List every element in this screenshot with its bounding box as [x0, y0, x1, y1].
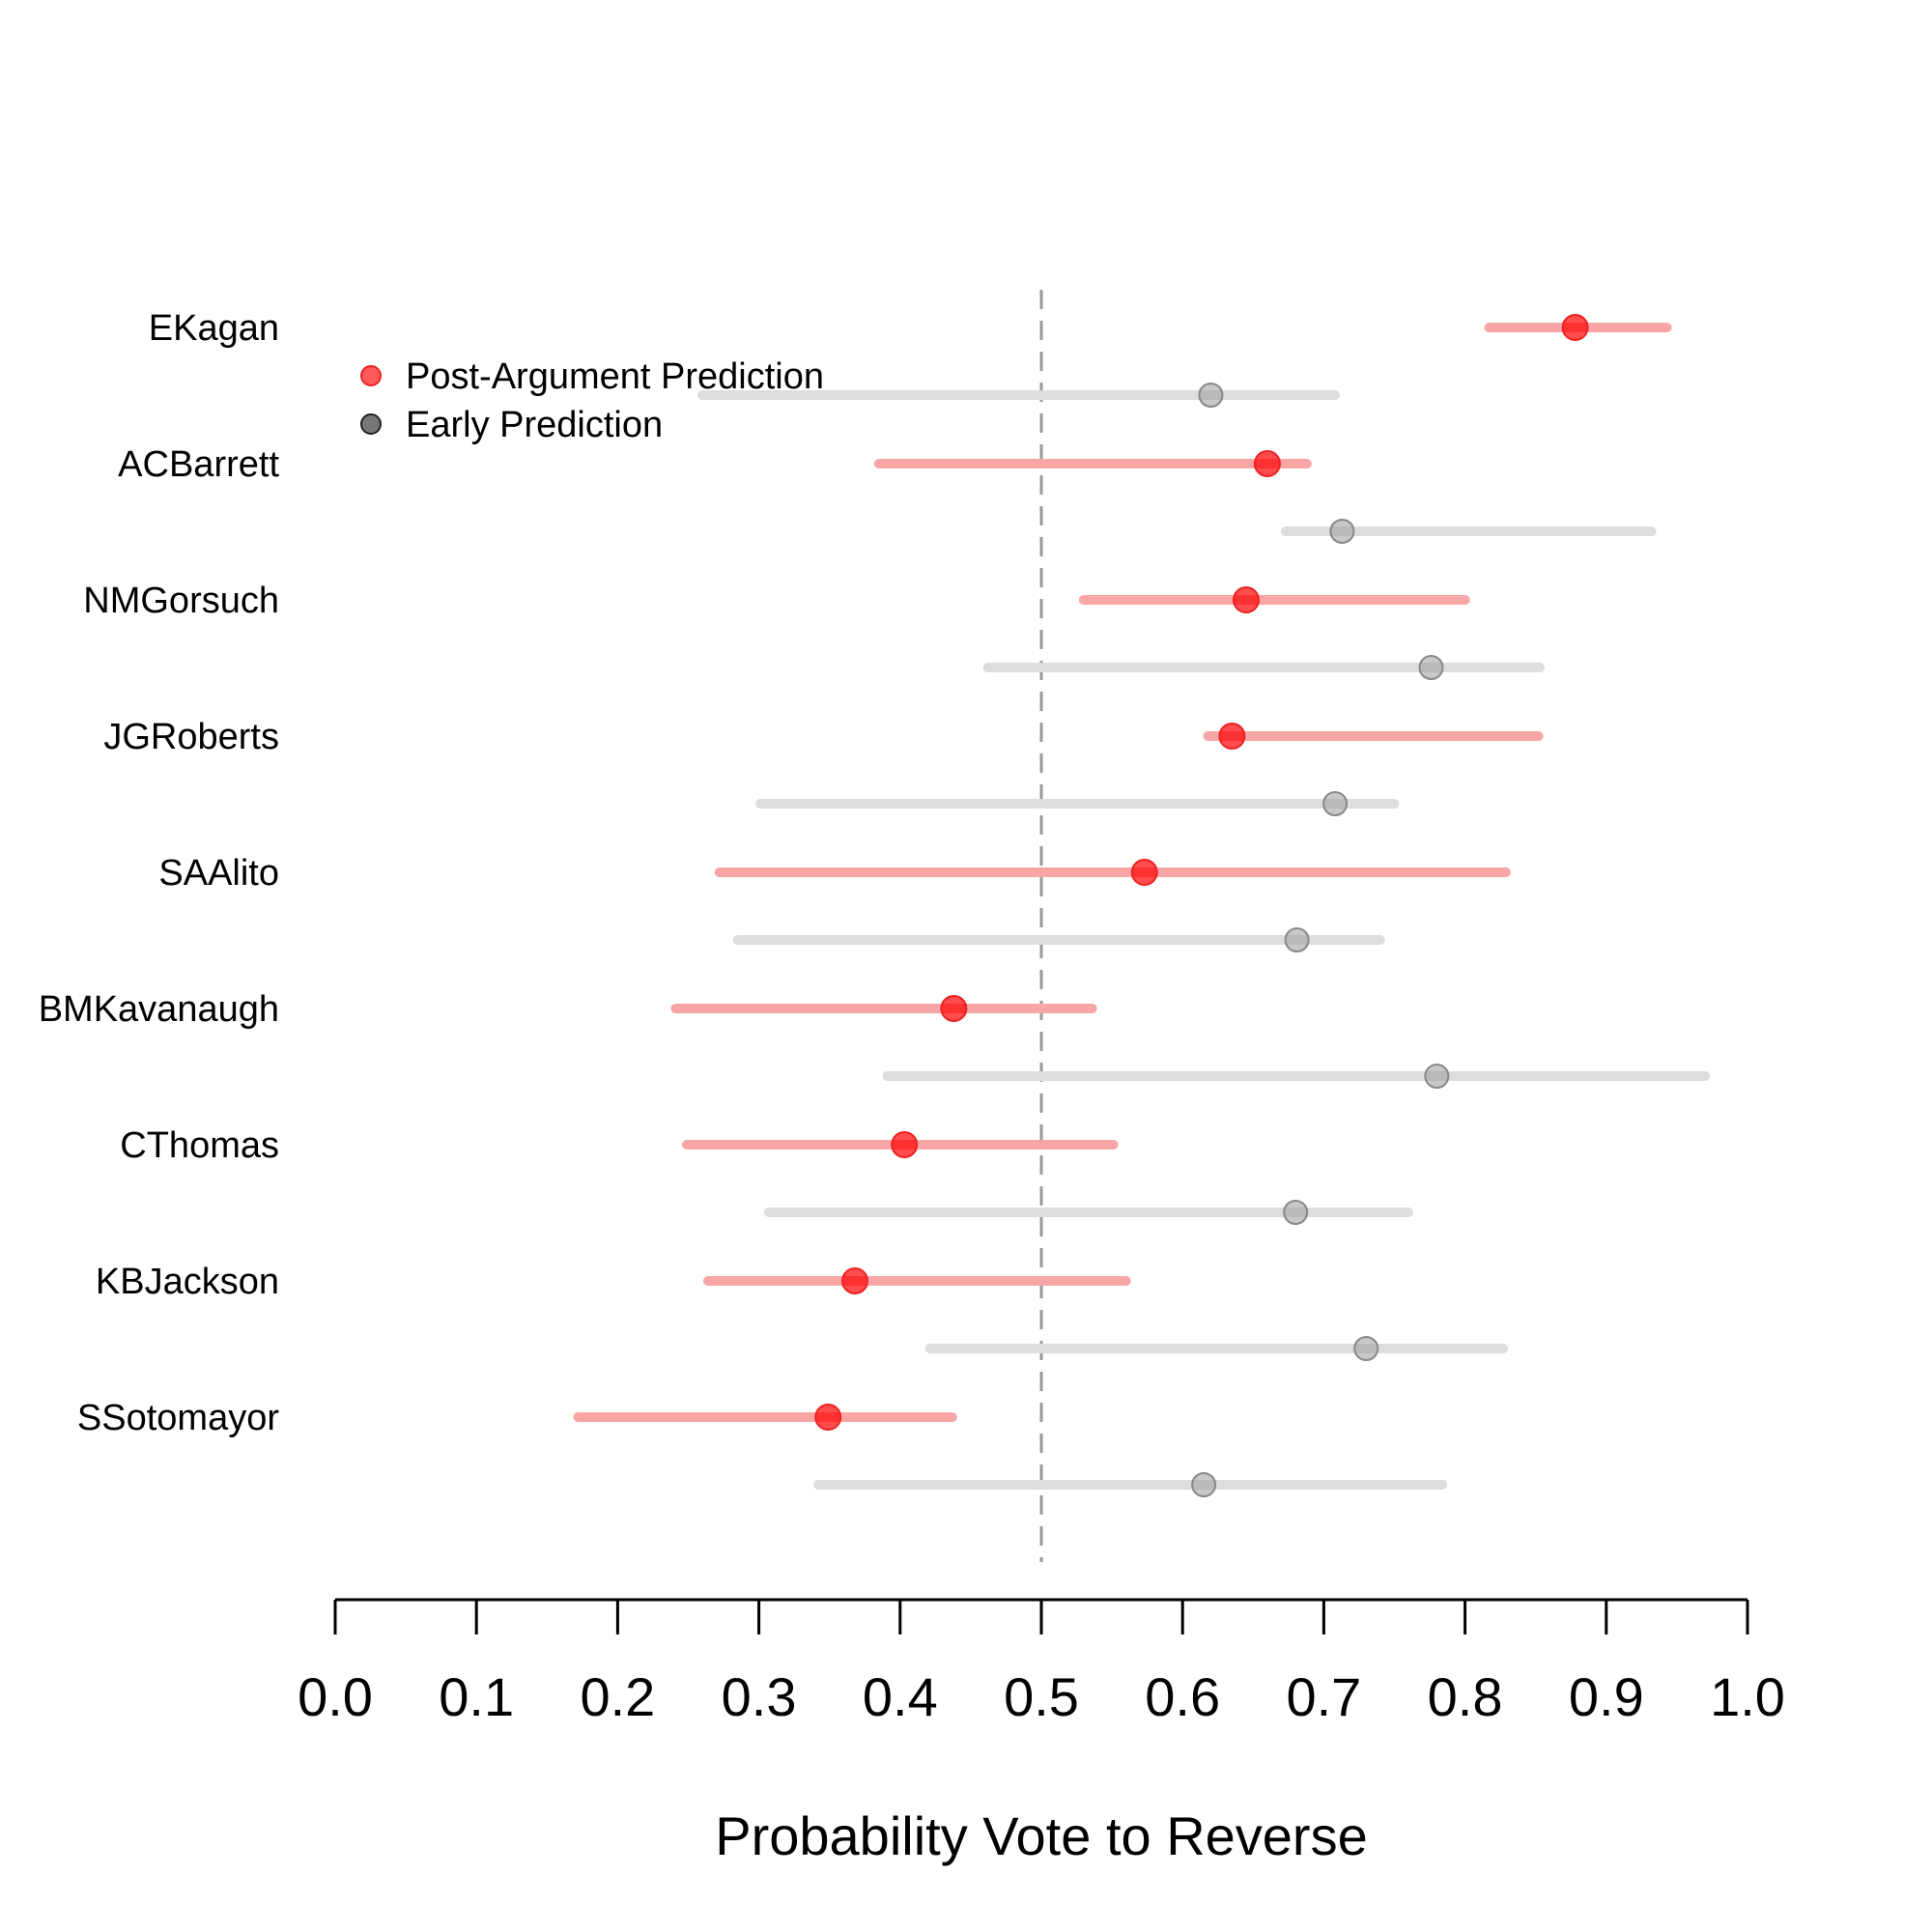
legend: Post-Argument Prediction Early Predictio…: [360, 356, 824, 445]
x-tick-label-5: 0.5: [1004, 1666, 1079, 1727]
post-point-nmgorsuch: [1232, 586, 1260, 613]
early-point-cthomas: [1283, 1200, 1309, 1225]
early-point-bmkavanaugh: [1424, 1064, 1450, 1089]
justice-label-acbarrett: ACBarrett: [118, 444, 279, 485]
early-point-acbarrett: [1329, 519, 1355, 544]
justice-label-ekagan: EKagan: [149, 308, 279, 349]
x-tick-label-6: 0.6: [1145, 1666, 1220, 1727]
post-point-cthomas: [891, 1131, 919, 1158]
justice-label-cthomas: CThomas: [120, 1125, 279, 1166]
x-tick-label-9: 0.9: [1569, 1666, 1644, 1727]
justice-label-saalito: SAAlito: [158, 853, 279, 894]
x-axis-title: Probability Vote to Reverse: [715, 1805, 1367, 1866]
x-tick-label-1: 0.1: [439, 1666, 514, 1727]
x-tick-label-8: 0.8: [1428, 1666, 1503, 1727]
justice-label-jgroberts: JGRoberts: [103, 717, 279, 757]
post-point-acbarrett: [1253, 450, 1281, 477]
post-point-ekagan: [1561, 314, 1589, 341]
post-point-bmkavanaugh: [940, 995, 968, 1022]
x-tick-label-2: 0.2: [580, 1666, 655, 1727]
early-point-nmgorsuch: [1418, 655, 1444, 680]
post-point-saalito: [1130, 859, 1158, 886]
x-tick-label-0: 0.0: [298, 1666, 373, 1727]
post-point-jgroberts: [1218, 723, 1246, 750]
justice-label-kbjackson: KBJackson: [96, 1262, 279, 1302]
early-point-jgroberts: [1322, 791, 1349, 816]
legend-early-marker: [360, 413, 382, 435]
post-point-kbjackson: [841, 1267, 869, 1294]
justice-label-bmkavanaugh: BMKavanaugh: [39, 989, 279, 1030]
justice-label-layer: EKagan ACBarrett NMGorsuch JGRoberts SAAlito…: [39, 308, 280, 1438]
interval-layer: [573, 323, 1711, 1490]
x-tick-label-10: 1.0: [1710, 1666, 1785, 1727]
early-point-saalito: [1284, 927, 1310, 952]
x-axis: 0.0 0.1 0.2 0.3 0.4 0.5 0.6 0.7 0.8 0.9 1.0: [298, 1598, 1785, 1727]
post-point-ssotomayor: [814, 1404, 842, 1431]
x-tick-label-4: 0.4: [863, 1666, 938, 1727]
point-layer: [814, 314, 1589, 1497]
early-point-ekagan: [1198, 383, 1224, 408]
x-tick-label-7: 0.7: [1286, 1666, 1361, 1727]
early-point-ssotomayor: [1191, 1472, 1217, 1497]
justice-label-nmgorsuch: NMGorsuch: [83, 581, 279, 621]
legend-early-label: Early Prediction: [406, 405, 663, 445]
justice-label-ssotomayor: SSotomayor: [77, 1398, 279, 1438]
early-point-kbjackson: [1353, 1336, 1379, 1361]
legend-post-marker: [360, 365, 382, 386]
x-tick-label-3: 0.3: [722, 1666, 797, 1727]
